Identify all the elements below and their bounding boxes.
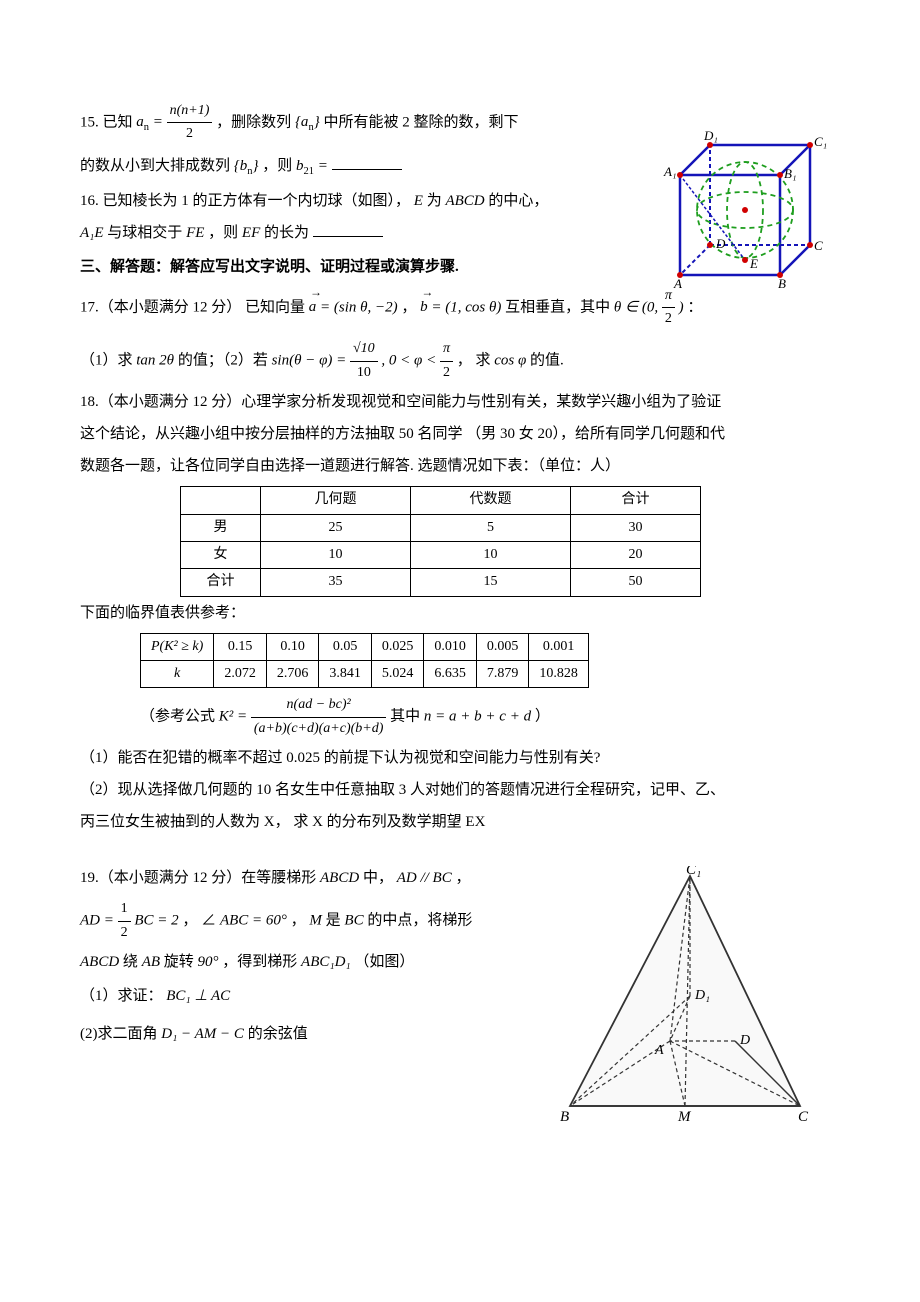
cube-svg: A B C D A₁ B₁ C₁ D₁ E [660, 90, 860, 290]
q18-line3: 数题各一题，让各位同学自由选择一道题进行解答. 选题情况如下表：（单位：人） [80, 454, 840, 478]
svg-text:C₁: C₁ [686, 866, 701, 878]
q18-line2: 这个结论，从兴趣小组中按分层抽样的方法抽取 50 名同学 （男 30 女 20）… [80, 422, 840, 446]
table-row: 合计351550 [181, 569, 701, 596]
q18-p1: （1）能否在犯错的概率不超过 0.025 的前提下认为视觉和空间能力与性别有关? [80, 746, 840, 770]
table-header-row: 几何题 代数题 合计 [181, 487, 701, 514]
svg-text:M: M [677, 1109, 692, 1125]
tetra-figure: C₁ D₁ A D B M C [550, 866, 810, 1126]
q18-line1: 18.（本小题满分 12 分）心理学家分析发现视觉和空间能力与性别有关，某数学兴… [80, 390, 840, 414]
svg-text:D₁: D₁ [694, 988, 710, 1003]
svg-text:B: B [778, 276, 786, 290]
svg-text:E: E [749, 256, 758, 271]
svg-text:C: C [798, 1109, 809, 1125]
q18-data-table: 几何题 代数题 合计 男25530 女101020 合计351550 [180, 486, 701, 597]
table-row: k 2.072 2.706 3.841 5.024 6.635 7.879 10… [141, 661, 589, 688]
q18-ref-table: P(K² ≥ k) 0.15 0.10 0.05 0.025 0.010 0.0… [140, 633, 589, 689]
svg-text:A: A [673, 276, 682, 290]
table-row: 男25530 [181, 514, 701, 541]
svg-text:C: C [814, 238, 823, 253]
q18-p2a: （2）现从选择做几何题的 10 名女生中任意抽取 3 人对她们的答题情况进行全程… [80, 778, 840, 802]
q17-line1: 17.（本小题满分 12 分） 已知向量 a = (sin θ, −2) ， b… [80, 285, 840, 331]
cube-figure: A B C D A₁ B₁ C₁ D₁ E [660, 90, 860, 290]
tetra-svg: C₁ D₁ A D B M C [550, 866, 810, 1126]
svg-text:D: D [739, 1033, 750, 1048]
svg-text:B: B [560, 1109, 569, 1125]
q18-p2b: 丙三位女生被抽到的人数为 X， 求 X 的分布列及数学期望 EX [80, 810, 840, 834]
q15-text1: 15. 已知 [80, 114, 133, 130]
svg-text:A: A [654, 1043, 664, 1058]
table-row: 女101020 [181, 541, 701, 568]
svg-text:A₁: A₁ [663, 164, 676, 179]
q18-formula: （参考公式 K² = n(ad − bc)²(a+b)(c+d)(a+c)(b+… [140, 694, 840, 740]
q15-blank [332, 155, 402, 170]
svg-text:B₁: B₁ [784, 166, 796, 181]
table-row: P(K² ≥ k) 0.15 0.10 0.05 0.025 0.010 0.0… [141, 633, 589, 660]
q18-ref-intro: 下面的临界值表供参考： [80, 601, 840, 625]
svg-text:D₁: D₁ [703, 128, 718, 143]
q17-parts: （1）求 tan 2θ 的值；（2）若 sin(θ − φ) = √1010 ,… [80, 338, 840, 384]
q16-blank [313, 222, 383, 237]
svg-text:C₁: C₁ [814, 134, 827, 149]
svg-text:D: D [715, 236, 726, 251]
